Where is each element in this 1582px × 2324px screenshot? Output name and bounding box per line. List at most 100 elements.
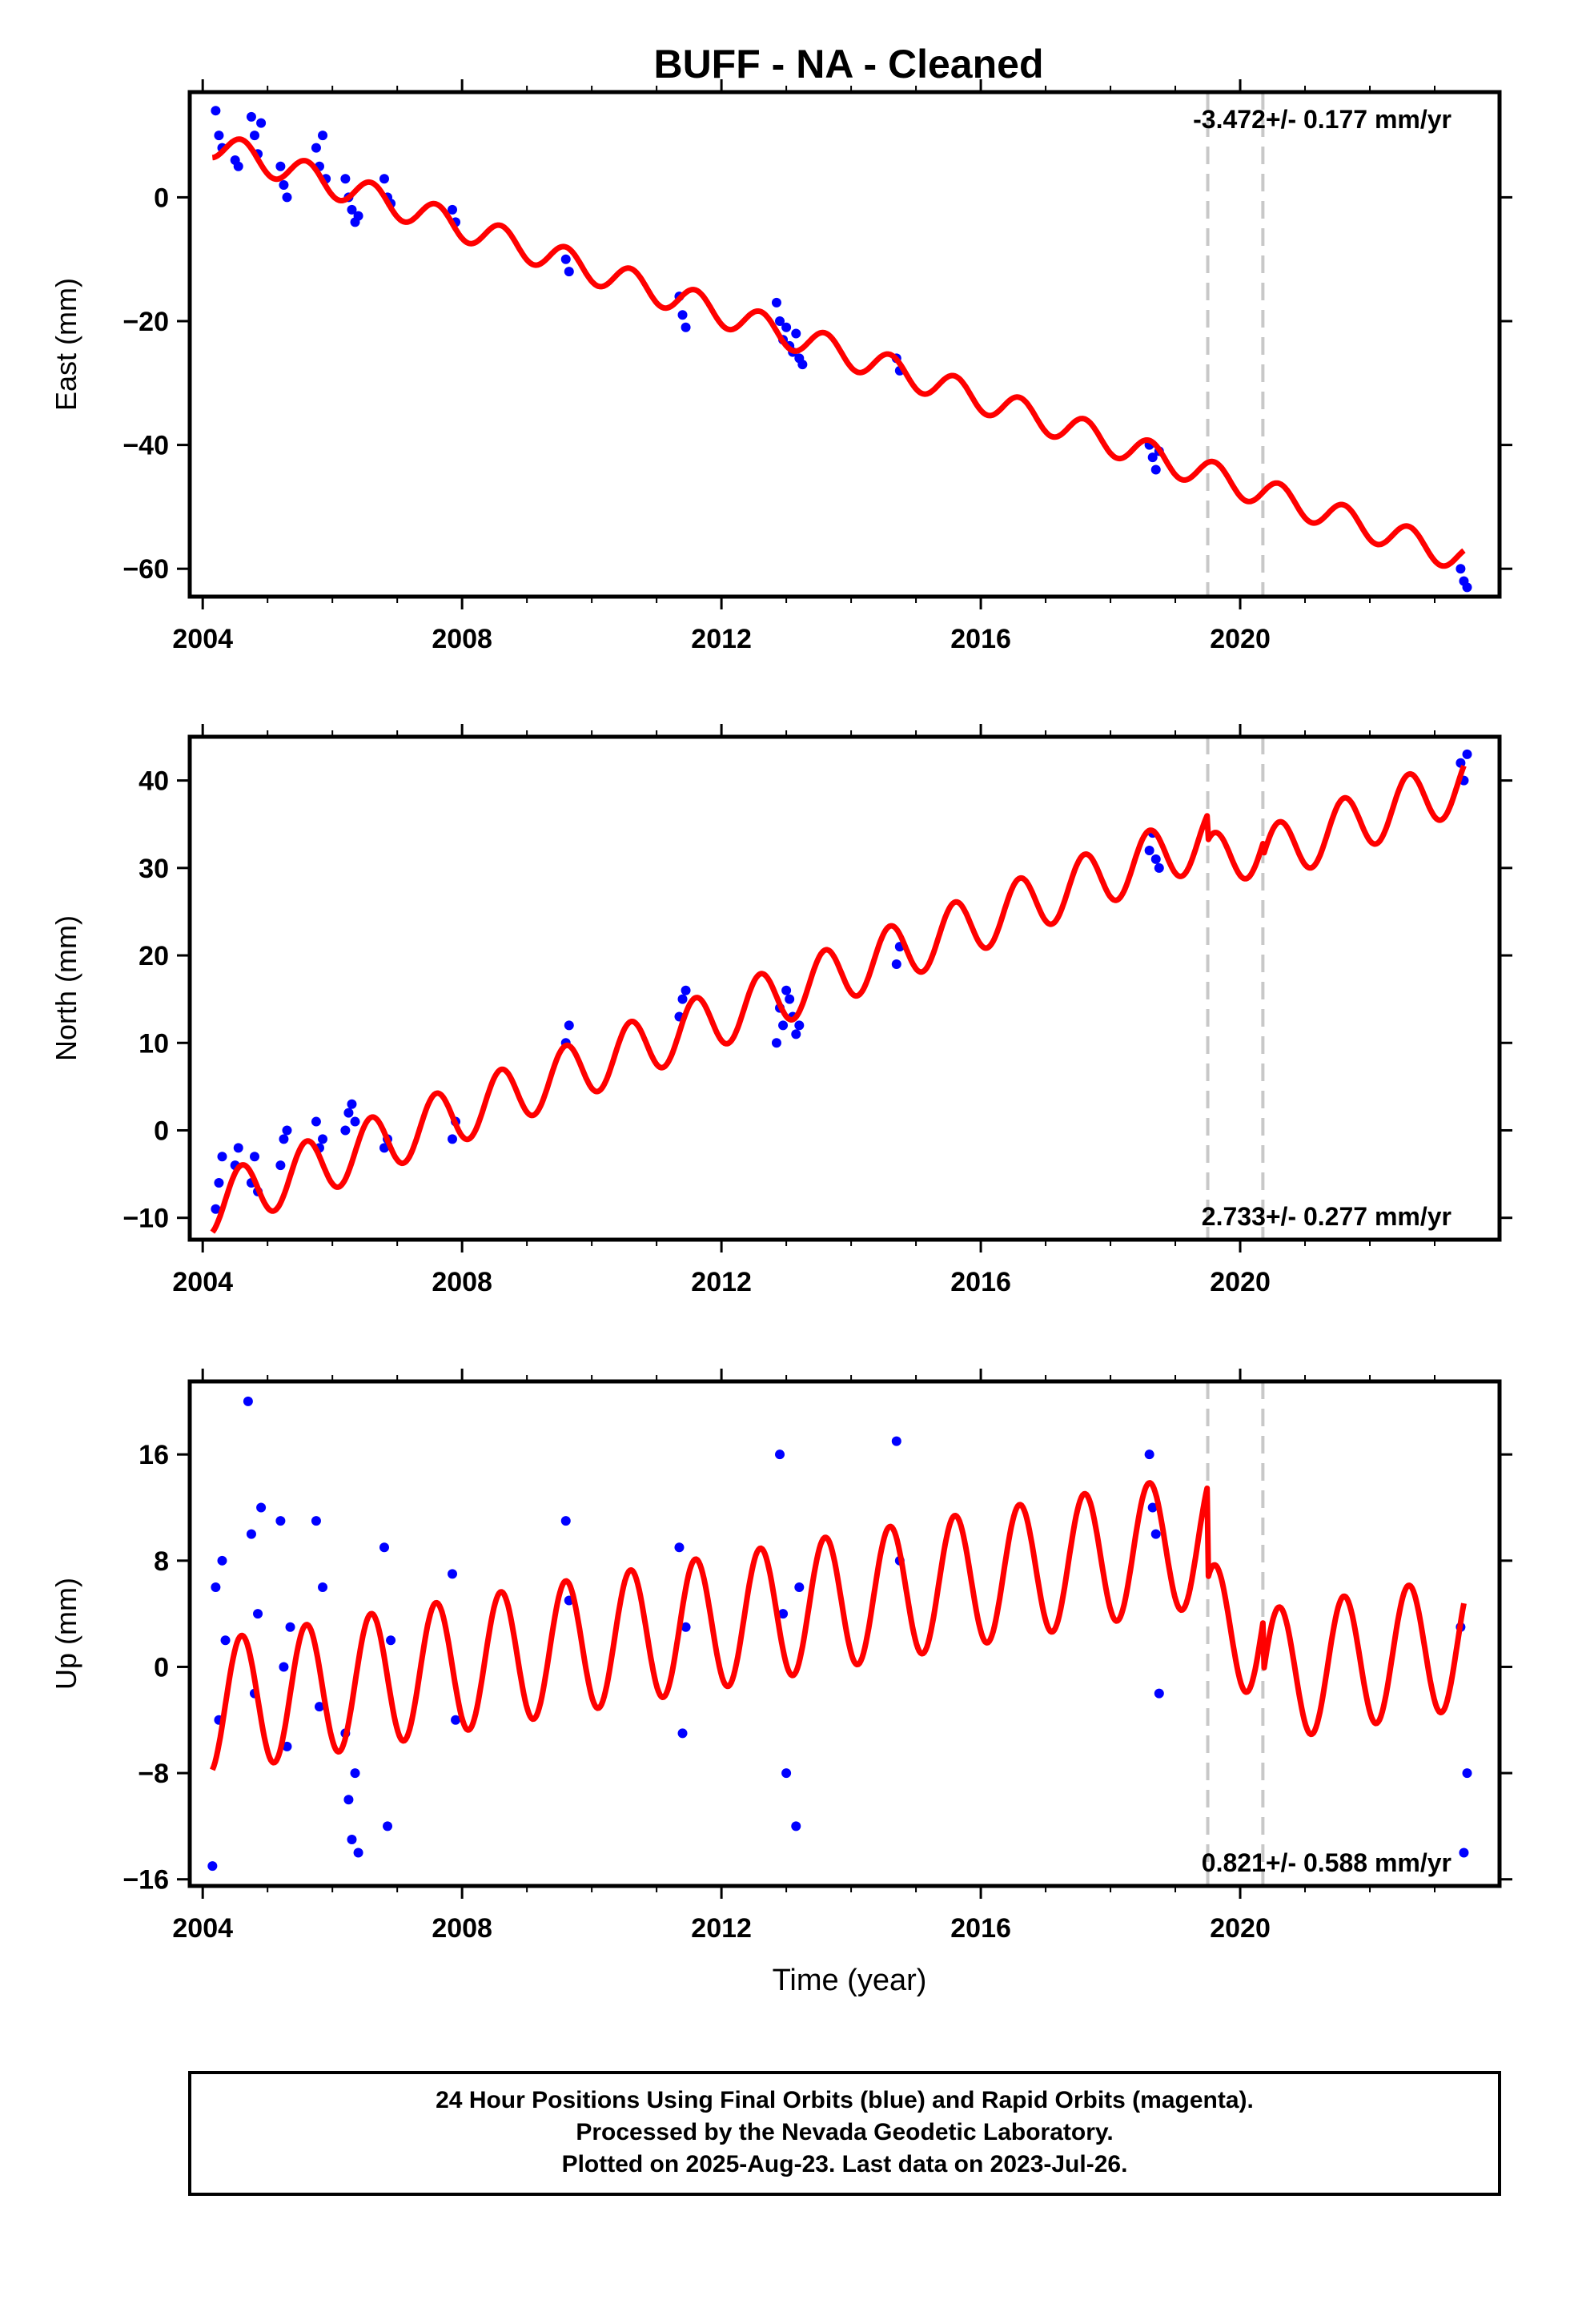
data-point — [1150, 464, 1161, 475]
data-point — [340, 1125, 351, 1136]
data-point — [674, 1542, 685, 1553]
data-point — [217, 1152, 227, 1162]
data-point — [781, 985, 792, 995]
data-point — [560, 1516, 571, 1526]
data-point — [246, 111, 256, 122]
data-point — [311, 143, 321, 153]
data-point — [778, 1609, 789, 1619]
data-point — [214, 131, 224, 141]
data-point — [353, 1848, 363, 1858]
data-point — [211, 106, 221, 116]
data-point — [1147, 452, 1158, 463]
data-point — [1147, 1502, 1158, 1513]
data-point — [797, 360, 808, 370]
y-tick-label: −16 — [122, 1865, 169, 1896]
data-point — [211, 1582, 221, 1592]
panel-3: 2004 2008 2012 2016 2020 16 8 0 −8 −16 Up (mm) Time… — [50, 1369, 1512, 1997]
data-point — [340, 174, 351, 184]
y-tick-label: −60 — [122, 554, 169, 585]
data-point — [681, 985, 691, 995]
data-point — [1154, 862, 1164, 873]
data-point — [681, 322, 691, 332]
rate-label: 2.733+/- 0.277 mm/yr — [1202, 1202, 1452, 1231]
data-point — [253, 1609, 263, 1619]
data-point — [791, 328, 801, 339]
data-point — [448, 1569, 458, 1579]
data-point — [775, 1449, 785, 1460]
x-axis-label: Time (year) — [773, 1964, 927, 1997]
y-tick-label: −40 — [122, 431, 169, 461]
data-point — [353, 211, 363, 221]
data-point — [246, 1529, 256, 1539]
x-tick-label: 2020 — [1210, 624, 1271, 654]
x-tick-label: 2008 — [432, 1913, 492, 1944]
data-point — [285, 1622, 295, 1632]
y-tick-label: 20 — [139, 941, 169, 971]
y-axis-label: North (mm) — [50, 915, 82, 1061]
x-tick-label: 2004 — [172, 624, 233, 654]
data-point — [781, 322, 792, 332]
x-tick-label: 2012 — [691, 1267, 752, 1297]
footer-line-1: 24 Hour Positions Using Final Orbits (bl… — [436, 2087, 1254, 2113]
data-point — [1456, 564, 1466, 574]
data-point — [318, 1134, 328, 1144]
data-point — [677, 310, 688, 320]
data-point — [311, 1116, 321, 1127]
y-tick-label: 0 — [154, 1116, 169, 1146]
data-point — [217, 1555, 227, 1566]
data-point — [781, 1768, 792, 1779]
y-tick-label: 10 — [139, 1028, 169, 1059]
data-point — [318, 131, 328, 141]
footer-line-2: Processed by the Nevada Geodetic Laborat… — [576, 2119, 1113, 2145]
x-tick-label: 2004 — [172, 1913, 233, 1944]
plot-area — [211, 106, 1472, 593]
panel-frame — [187, 734, 1502, 1242]
model-curve — [211, 136, 1466, 569]
panel-2: 2004 2008 2012 2016 2020 40 30 20 10 0 −10 North (m… — [50, 724, 1512, 1297]
data-point — [279, 179, 289, 190]
x-tick-label: 2012 — [691, 624, 752, 654]
y-axis-label: Up (mm) — [50, 1578, 82, 1690]
data-point — [785, 994, 795, 1004]
rate-label: -3.472+/- 0.177 mm/yr — [1193, 105, 1452, 134]
data-point — [778, 1020, 789, 1031]
data-point — [275, 1516, 286, 1526]
x-tick-label: 2004 — [172, 1267, 233, 1297]
data-point — [379, 174, 389, 184]
data-point — [343, 1108, 354, 1118]
footer-frame — [188, 2071, 1501, 2196]
data-point — [220, 1635, 231, 1646]
x-tick-label: 2020 — [1210, 1913, 1271, 1944]
y-tick-label: 40 — [139, 766, 169, 797]
data-point — [256, 1502, 267, 1513]
data-point — [775, 316, 785, 327]
data-point — [1154, 1688, 1164, 1699]
data-point — [791, 1821, 801, 1831]
data-point — [1144, 1449, 1154, 1460]
data-point — [256, 118, 267, 128]
data-point — [677, 994, 688, 1004]
panel-1: 2004 2008 2012 2016 2020 0 −20 −40 −60 East (mm) -… — [50, 79, 1512, 654]
x-tick-label: 2012 — [691, 1913, 752, 1944]
data-point — [1456, 758, 1466, 768]
data-point — [794, 1020, 805, 1031]
footer-box: 24 Hour Positions Using Final Orbits (bl… — [188, 2071, 1501, 2196]
data-point — [771, 297, 781, 308]
panel-frame — [187, 90, 1502, 599]
model-curve — [210, 1480, 1467, 1771]
data-point — [311, 1516, 321, 1526]
data-point — [343, 1795, 354, 1805]
rate-label: 0.821+/- 0.588 mm/yr — [1202, 1848, 1452, 1877]
data-point — [214, 1178, 224, 1188]
x-tick-label: 2016 — [950, 1913, 1011, 1944]
x-tick-label: 2016 — [950, 1267, 1011, 1297]
data-point — [314, 1702, 324, 1712]
panel-frame — [187, 1379, 1502, 1888]
x-tick-label: 2008 — [432, 624, 492, 654]
data-point — [564, 1020, 574, 1031]
y-axis-label: East (mm) — [50, 278, 82, 411]
data-point — [891, 1436, 901, 1446]
data-point — [1150, 1529, 1161, 1539]
data-point — [350, 1768, 360, 1779]
